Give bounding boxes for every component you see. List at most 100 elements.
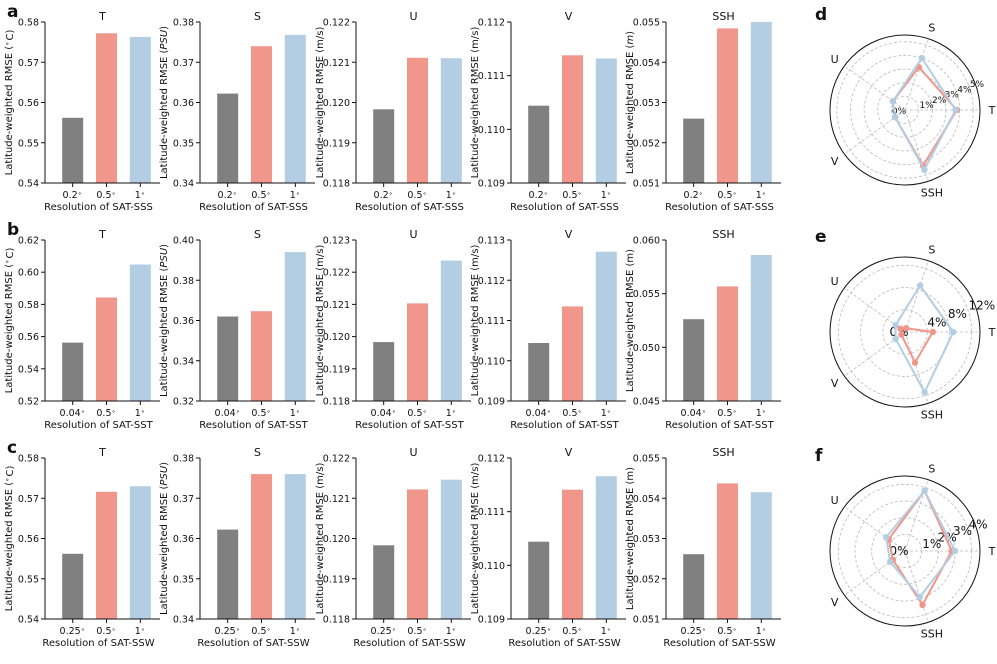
bar-c-s-1: [251, 474, 272, 619]
bar-b-t-0: [62, 342, 84, 401]
bar-panel-a-v: 0.2∘ 0.5∘ 1∘ 0.109 0.110 0.111 0.112 V Latitu…: [470, 10, 626, 213]
x-tick-label: 0.25∘: [215, 626, 241, 638]
x-tick-label: 1∘: [601, 408, 612, 420]
y-tick-label: 0.109: [478, 179, 505, 190]
y-tick-label: 0.52: [18, 397, 39, 408]
y-axis-label: Latitude-weighted RMSE (PSU): [159, 26, 170, 179]
panel-label-d: d: [815, 5, 827, 25]
bar-a-s-1: [251, 46, 272, 184]
y-tick-label: 0.40: [173, 236, 194, 247]
x-tick-label: 0.04∘: [60, 408, 86, 420]
y-tick-label: 0.34: [173, 356, 194, 367]
x-tick-label: 0.25∘: [681, 626, 707, 638]
x-tick-label: 1∘: [756, 190, 767, 202]
bar-c-u-2: [440, 479, 462, 619]
panel-title: V: [565, 10, 573, 23]
radar-r-tick-label: 5%: [970, 80, 985, 90]
x-tick-label: 1∘: [446, 190, 457, 202]
radar-r-tick-label: 4%: [927, 316, 946, 330]
y-tick-label: 0.34: [173, 615, 194, 626]
bar-b-v-0: [528, 343, 550, 401]
radar-spoke: [904, 550, 929, 623]
y-tick-label: 0.110: [478, 356, 505, 367]
y-tick-label: 0.58: [18, 300, 39, 311]
radar-r-tick-label: 3%: [953, 524, 972, 538]
panel-title: U: [409, 228, 417, 241]
y-tick-label: 0.56: [18, 534, 39, 545]
bar-c-t-2: [129, 486, 151, 619]
radar-d: d 0% 1%2%3%4%5% T S U V SSH: [815, 5, 996, 200]
radar-point: [891, 114, 899, 121]
bar-b-ssh-1: [717, 286, 738, 401]
y-tick-label: 0.045: [633, 397, 660, 408]
y-axis-label: Latitude-weighted RMSE (m/s): [315, 463, 326, 615]
y-tick-label: 0.38: [173, 454, 194, 465]
x-tick-label: 0.2∘: [684, 190, 704, 202]
panel-title: SSH: [712, 10, 734, 23]
y-tick-label: 0.35: [173, 574, 194, 585]
radar-r-tick-label: 1%: [919, 101, 934, 111]
radar-point: [889, 98, 897, 105]
radar-point: [892, 335, 899, 343]
y-tick-label: 0.38: [173, 18, 194, 29]
radar-spoke: [844, 506, 906, 552]
bar-c-v-2: [595, 476, 617, 619]
y-tick-label: 0.053: [633, 534, 660, 545]
y-tick-label: 0.118: [323, 615, 350, 626]
bar-panel-a-ssh: 0.2∘ 0.5∘ 1∘ 0.051 0.052 0.053 0.054 0.055 SS…: [625, 10, 781, 213]
panel-title: S: [254, 10, 261, 23]
y-tick-label: 0.118: [323, 397, 350, 408]
radar-axis-label-v: V: [831, 377, 839, 390]
panel-title: S: [254, 446, 261, 459]
bar-a-ssh-2: [750, 22, 772, 183]
bar-c-u-1: [407, 489, 428, 619]
radar-point: [911, 359, 919, 366]
bar-b-v-2: [595, 251, 617, 401]
radar-point: [898, 331, 905, 338]
y-tick-label: 0.34: [173, 179, 194, 190]
bar-a-s-0: [217, 93, 239, 183]
x-tick-label: 0.25∘: [371, 626, 397, 638]
radar-point: [921, 166, 928, 173]
y-tick-label: 0.122: [323, 268, 350, 279]
y-axis-label: Latitude-weighted RMSE (∘ C): [4, 30, 17, 176]
radar-grid-ring: [836, 41, 974, 179]
x-tick-label: 0.5∘: [562, 408, 582, 420]
y-tick-label: 0.120: [323, 98, 350, 109]
y-tick-label: 0.121: [323, 494, 350, 505]
y-axis-label: Latitude-weighted RMSE (m): [625, 467, 636, 610]
x-tick-label: 1∘: [135, 626, 146, 638]
radar-point: [918, 54, 926, 62]
y-tick-label: 0.109: [478, 615, 505, 626]
y-tick-label: 0.118: [323, 179, 350, 190]
x-tick-label: 0.04∘: [371, 408, 397, 420]
bar-a-v-0: [528, 105, 550, 183]
bar-c-s-0: [217, 529, 239, 619]
bar-panel-b-v: 0.04∘ 0.5∘ 1∘ 0.109 0.110 0.111 0.112 0.113 V…: [470, 228, 626, 431]
radar-r-tick-label: 1%: [922, 537, 941, 551]
y-tick-label: 0.055: [633, 454, 660, 465]
x-tick-label: 1∘: [601, 626, 612, 638]
y-tick-label: 0.119: [323, 364, 350, 375]
y-tick-label: 0.121: [323, 300, 350, 311]
x-axis-label: Resolution of SAT-SST: [510, 420, 619, 431]
radar-axis-label-s: S: [928, 243, 935, 256]
bar-b-t-2: [129, 264, 151, 401]
x-tick-label: 1∘: [135, 408, 146, 420]
y-tick-label: 0.111: [478, 507, 505, 518]
y-tick-label: 0.122: [323, 18, 350, 29]
x-tick-label: 0.5∘: [717, 190, 737, 202]
radar-axis-label-s: S: [928, 21, 935, 34]
x-tick-label: 0.5∘: [717, 626, 737, 638]
bar-panel-b-t: 0.04∘ 0.5∘ 1∘ 0.52 0.54 0.56 0.58 0.60 0.62 T L…: [4, 228, 160, 431]
radar-spoke: [844, 65, 906, 111]
panel-label-a: a: [7, 2, 18, 22]
bar-c-v-1: [562, 489, 583, 619]
x-tick-label: 0.5∘: [96, 408, 116, 420]
x-axis-label: Resolution of SAT-SST: [665, 420, 774, 431]
y-tick-label: 0.57: [18, 58, 39, 69]
bar-a-u-0: [373, 109, 395, 183]
y-axis-label: Latitude-weighted RMSE (PSU): [159, 462, 170, 615]
y-tick-label: 0.051: [633, 179, 660, 190]
